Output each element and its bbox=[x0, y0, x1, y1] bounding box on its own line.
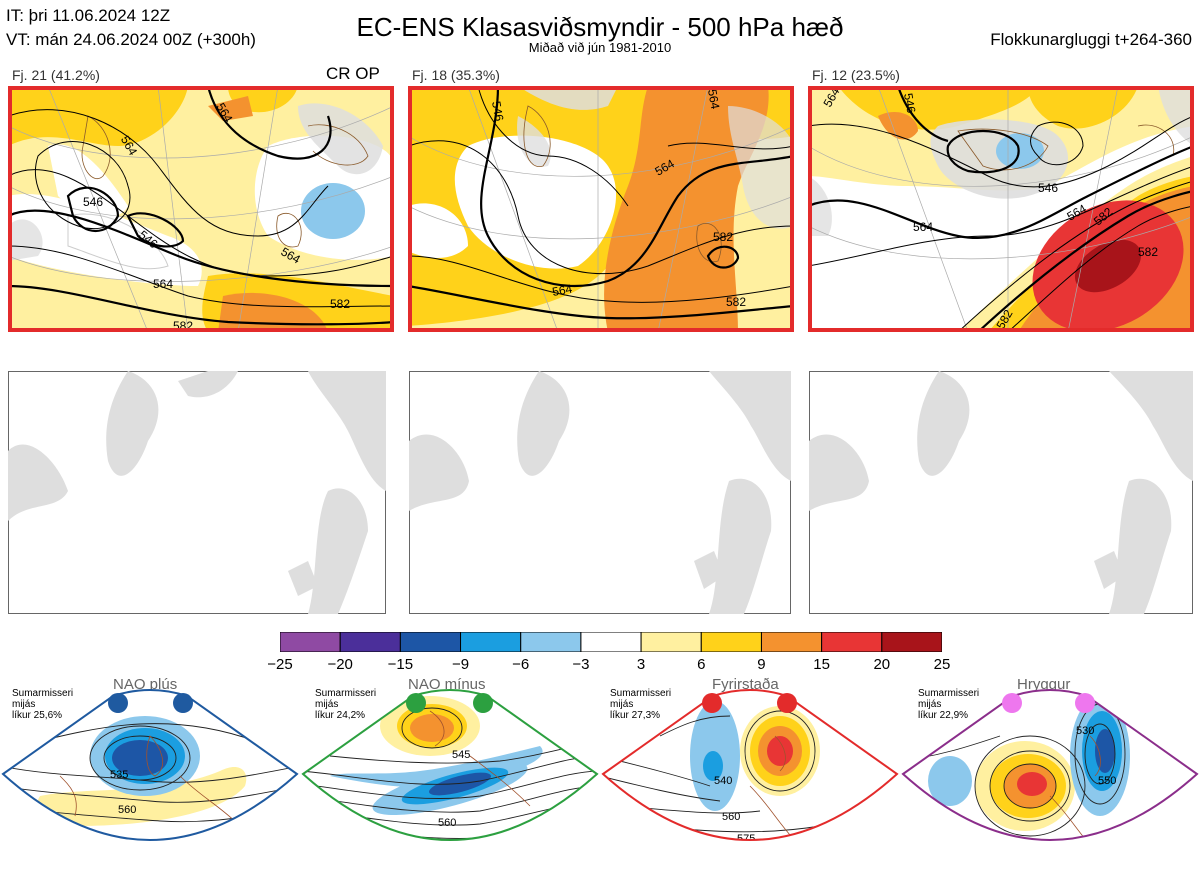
colorbar-swatch bbox=[821, 632, 883, 652]
regime-contour-label: 550 bbox=[1098, 775, 1116, 787]
member-map-2 bbox=[409, 371, 791, 614]
colorbar-tick-label: 25 bbox=[933, 656, 951, 673]
contour-label: 564 bbox=[551, 282, 573, 299]
colorbar bbox=[280, 632, 942, 652]
regime-title: Hryggur bbox=[1017, 676, 1071, 693]
regime-contour-label: 545 bbox=[452, 749, 470, 761]
regime-contour-label: 560 bbox=[118, 804, 136, 816]
regime-title: Fyrirstaða bbox=[712, 676, 779, 693]
regime-ridge: Hryggur Sumarmisseri mijás líkur 22,9% bbox=[900, 676, 1200, 871]
contour-label: 582 bbox=[726, 295, 746, 309]
cluster-1-map: 564 564 546 546 564 564 582 582 bbox=[8, 86, 394, 332]
regime-contour-label: 575 bbox=[447, 850, 465, 862]
colorbar-swatch bbox=[881, 632, 942, 652]
regime-likelihood: Sumarmisseri mijás líkur 25,6% bbox=[12, 688, 74, 721]
regime-contour-label: 560 bbox=[722, 811, 740, 823]
contour-label: 546 bbox=[489, 100, 506, 122]
regime-contour-label: 535 bbox=[110, 769, 128, 781]
colorbar-tick-label: 20 bbox=[873, 656, 891, 673]
regime-nao-plus: NAO plús Sumarmisseri mijás líkur 25,6% bbox=[0, 676, 300, 871]
colorbar-tick-label: 6 bbox=[697, 656, 706, 673]
colorbar-tick-label: −9 bbox=[451, 656, 470, 673]
contour-label: 546 bbox=[83, 195, 103, 209]
regime-likelihood: Sumarmisseri mijás líkur 24,2% bbox=[315, 688, 377, 721]
cluster-3-map: 564 546 546 564 564 582 582 582 bbox=[808, 86, 1194, 332]
regime-contour-label: 575 bbox=[1090, 837, 1108, 849]
regime-blocking: Fyrirstaða Sumarmisseri mijás líkur 27,3… bbox=[600, 676, 900, 871]
cluster-1-label: Fj. 21 (41.2%) bbox=[12, 67, 100, 83]
regime-nao-minus: NAO mínus Sumarmisseri mijás líkur 24,2% bbox=[300, 676, 600, 871]
colorbar-swatch bbox=[640, 632, 702, 652]
contour-label: 546 bbox=[1038, 181, 1058, 195]
issue-time: IT: þri 11.06.2024 12Z bbox=[6, 6, 171, 25]
regime-contour-label: 560 bbox=[438, 817, 456, 829]
cluster-window: Flokkunargluggi t+264-360 bbox=[990, 30, 1192, 49]
regime-title: NAO plús bbox=[113, 676, 178, 693]
colorbar-tick-label: −15 bbox=[387, 656, 414, 673]
page-title: EC-ENS Klasasviðsmyndir - 500 hPa hæð bbox=[356, 12, 844, 42]
contour-label: 582 bbox=[1138, 245, 1158, 259]
regime-likelihood: Sumarmisseri mijás líkur 27,3% bbox=[610, 688, 672, 721]
member-map-3 bbox=[809, 371, 1193, 614]
contour-label: 582 bbox=[713, 230, 733, 244]
colorbar-tick-label: 9 bbox=[757, 656, 766, 673]
colorbar-tick-label: 15 bbox=[813, 656, 830, 673]
member-map-1 bbox=[8, 371, 386, 614]
colorbar-swatch bbox=[460, 632, 522, 652]
contour-label: 564 bbox=[705, 88, 722, 110]
regime-contour-label: 575 bbox=[737, 833, 755, 845]
page-subtitle: Miðað við jún 1981-2010 bbox=[528, 40, 672, 55]
colorbar-swatch bbox=[520, 632, 582, 652]
colorbar-swatch bbox=[760, 632, 823, 652]
colorbar-swatch bbox=[399, 632, 462, 652]
regime-likelihood: Sumarmisseri mijás líkur 22,9% bbox=[918, 688, 980, 721]
contour-label: 564 bbox=[913, 220, 933, 234]
valid-time: VT: mán 24.06.2024 00Z (+300h) bbox=[6, 30, 256, 49]
colorbar-tick-label: −6 bbox=[512, 656, 530, 673]
contour-label: 582 bbox=[330, 297, 350, 311]
cluster-3-label: Fj. 12 (23.5%) bbox=[812, 67, 900, 83]
colorbar-swatch bbox=[280, 632, 341, 652]
regime-contour-label: 530 bbox=[1076, 725, 1094, 737]
cluster-2-label: Fj. 18 (35.3%) bbox=[412, 67, 500, 83]
colorbar-tick-label: −3 bbox=[572, 656, 590, 673]
cluster-2-map: 546 564 564 564 582 582 bbox=[408, 86, 794, 332]
cluster-1-tag: CR OP bbox=[326, 64, 380, 83]
contour-label: 564 bbox=[153, 277, 173, 291]
colorbar-tick-label: −25 bbox=[267, 656, 293, 673]
contour-label: 546 bbox=[901, 92, 918, 114]
colorbar-tick-label: 3 bbox=[636, 656, 646, 673]
colorbar-swatch bbox=[580, 632, 642, 652]
regime-title: NAO mínus bbox=[408, 676, 486, 693]
colorbar-tick-label: −20 bbox=[327, 656, 353, 673]
colorbar-swatch bbox=[339, 632, 401, 652]
regime-contour-label: 540 bbox=[714, 775, 732, 787]
colorbar-swatch bbox=[700, 632, 762, 652]
